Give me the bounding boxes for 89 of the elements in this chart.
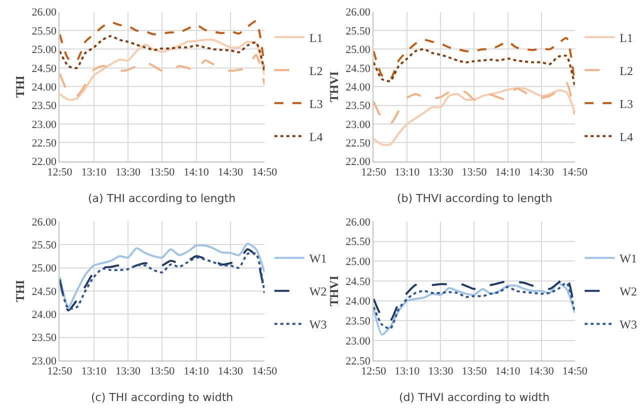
text: (c) THI according to width xyxy=(91,391,234,404)
text: (a) THI according to length xyxy=(88,192,236,205)
x-tick-label: 13:30 xyxy=(115,166,142,179)
x-tick-label: 13:50 xyxy=(462,366,488,378)
y-axis-title: THVI xyxy=(326,275,341,306)
x-tick-label: 13:30 xyxy=(115,366,142,378)
y-tick-label: 24.50 xyxy=(346,62,371,75)
text: (d) THVI according to width xyxy=(399,391,550,404)
y-tick-label: 25.50 xyxy=(32,25,58,38)
legend-label: W1 xyxy=(309,252,327,266)
x-tick-label: 14:30 xyxy=(528,166,554,179)
y-tick-label: 23.50 xyxy=(32,100,58,112)
x-tick-label: 14:30 xyxy=(218,166,244,179)
x-tick-label: 14:10 xyxy=(495,366,521,378)
x-tick-label: 13:10 xyxy=(394,166,420,179)
line-series xyxy=(60,38,265,101)
y-axis-title: THI xyxy=(13,280,28,302)
x-tick-label: 14:10 xyxy=(495,166,521,179)
line-series xyxy=(60,35,265,73)
y-tick-label: 26.00 xyxy=(32,216,58,228)
x-tick-label: 12:50 xyxy=(47,366,73,378)
legend-label: W3 xyxy=(309,318,327,332)
y-tick-label: 23.00 xyxy=(346,118,371,131)
legend-label: L3 xyxy=(309,96,323,111)
legend-label: L2 xyxy=(309,64,323,78)
y-tick-label: 26.00 xyxy=(346,6,371,19)
x-tick-label: 13:50 xyxy=(462,166,488,179)
x-tick-label: 14:30 xyxy=(218,366,244,378)
y-tick-label: 24.00 xyxy=(32,308,58,321)
y-tick-label: 23.50 xyxy=(346,316,371,328)
line-series xyxy=(60,20,265,69)
y-tick-label: 25.50 xyxy=(346,25,371,38)
y-tick-label: 24.50 xyxy=(32,62,58,75)
x-tick-label: 14:50 xyxy=(562,366,588,378)
y-axis-title: THVI xyxy=(326,70,341,102)
line-series xyxy=(60,54,265,97)
y-tick-label: 22.00 xyxy=(32,156,58,168)
y-tick-label: 26.00 xyxy=(32,6,58,19)
x-tick-label: 13:10 xyxy=(81,366,107,378)
legend-label: L4 xyxy=(620,130,633,144)
y-tick-label: 23.00 xyxy=(32,118,58,131)
legend-label: W2 xyxy=(620,284,637,299)
y-axis-title: THI xyxy=(13,75,28,98)
x-tick-label: 13:30 xyxy=(428,366,454,378)
y-tick-label: 26.00 xyxy=(346,216,371,228)
y-tick-label: 22.50 xyxy=(346,138,371,150)
x-tick-label: 14:10 xyxy=(184,166,210,179)
x-tick-label: 14:50 xyxy=(252,166,278,179)
y-tick-label: 24.50 xyxy=(32,286,58,298)
x-tick-label: 14:30 xyxy=(528,366,554,378)
y-tick-label: 25.00 xyxy=(346,44,371,56)
x-tick-label: 14:50 xyxy=(562,166,588,179)
x-tick-label: 12:50 xyxy=(361,166,387,179)
x-tick-label: 12:50 xyxy=(47,166,73,179)
y-tick-label: 25.50 xyxy=(346,236,371,248)
y-tick-label: 23.00 xyxy=(346,335,371,348)
legend-label: L1 xyxy=(620,30,633,45)
y-tick-label: 25.00 xyxy=(32,262,58,275)
text: (b) THVI according to length xyxy=(397,192,552,205)
x-tick-label: 14:10 xyxy=(184,366,210,378)
y-tick-label: 25.50 xyxy=(32,239,58,252)
y-tick-label: 24.00 xyxy=(32,81,58,94)
x-tick-label: 12:50 xyxy=(361,366,387,378)
y-tick-label: 24.50 xyxy=(346,276,371,288)
x-tick-label: 13:10 xyxy=(394,366,420,378)
line-series xyxy=(374,87,575,146)
legend-label: W1 xyxy=(620,252,637,266)
y-tick-label: 24.00 xyxy=(346,81,371,94)
legend-label: L4 xyxy=(309,130,323,144)
y-tick-label: 23.50 xyxy=(32,332,58,344)
y-tick-label: 25.00 xyxy=(346,256,371,268)
legend-label: W3 xyxy=(620,318,637,332)
y-tick-label: 22.50 xyxy=(346,355,371,368)
y-tick-label: 22.50 xyxy=(32,138,58,150)
x-tick-label: 13:50 xyxy=(150,366,176,378)
y-tick-label: 25.00 xyxy=(32,44,58,56)
y-tick-label: 22.00 xyxy=(346,156,371,168)
y-tick-label: 23.00 xyxy=(32,355,58,368)
line-series xyxy=(374,48,575,88)
x-tick-label: 14:50 xyxy=(252,366,278,378)
legend-label: L3 xyxy=(620,96,633,111)
x-tick-label: 13:50 xyxy=(150,166,176,179)
legend-label: L1 xyxy=(309,30,323,45)
legend-label: L2 xyxy=(620,64,633,78)
x-tick-label: 13:30 xyxy=(428,166,454,179)
y-tick-label: 24.00 xyxy=(346,296,371,308)
y-tick-label: 23.50 xyxy=(346,100,371,112)
x-tick-label: 13:10 xyxy=(81,166,107,179)
legend-label: W2 xyxy=(309,284,327,299)
